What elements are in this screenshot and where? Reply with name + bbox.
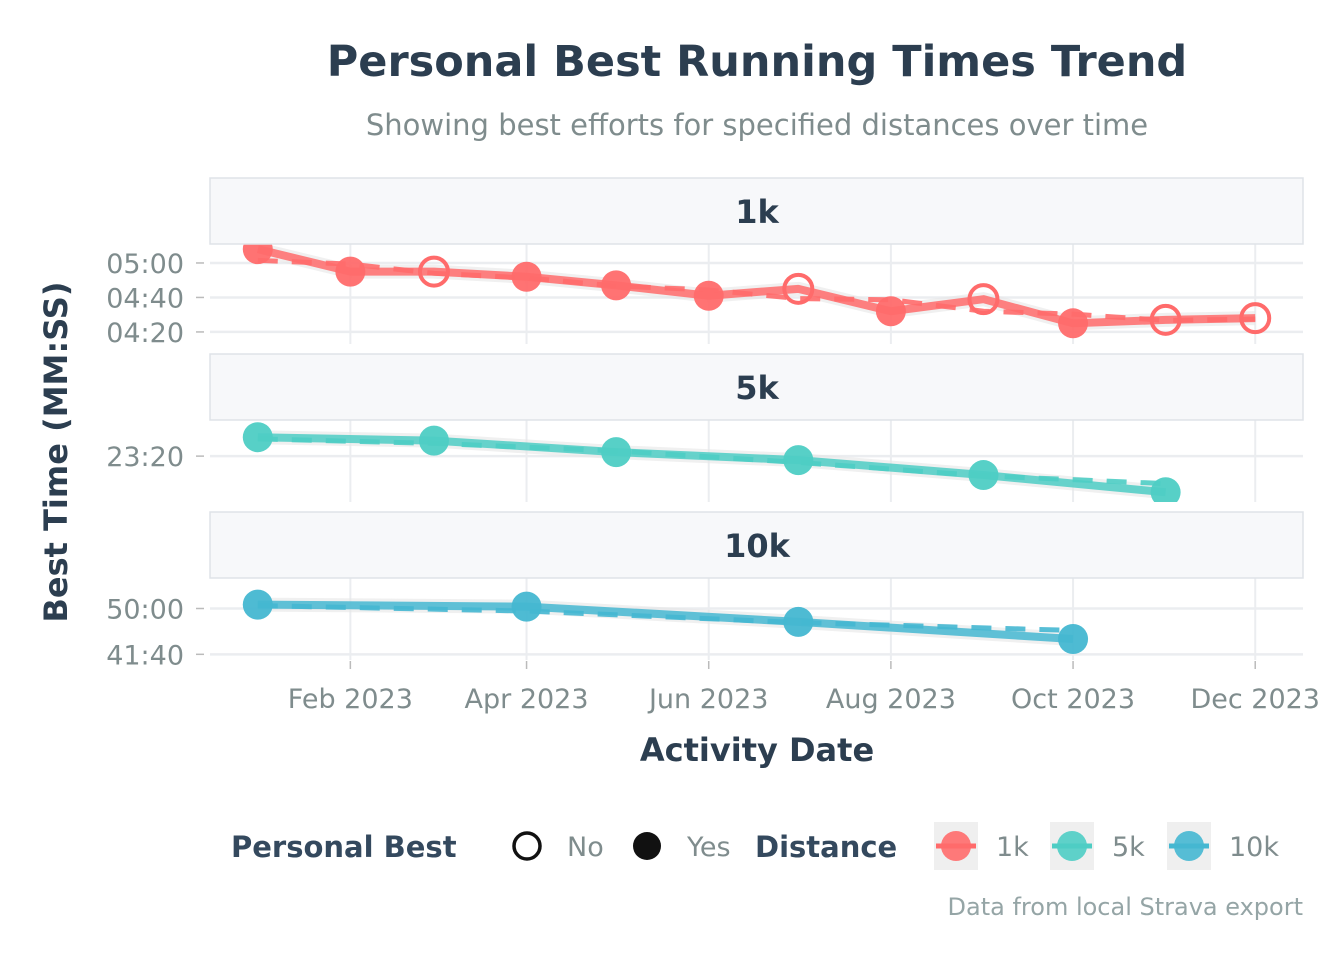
legend-label-distance: 10k — [1229, 832, 1279, 863]
data-point-pb — [242, 244, 273, 265]
data-point-pb — [242, 589, 273, 620]
legend: Personal Best No Yes Distance 1k 5k 10k — [231, 822, 1279, 870]
y-tick-label: 50:00 — [106, 595, 184, 626]
facet-strip-label: 10k — [724, 527, 791, 565]
data-point-pb — [1058, 624, 1089, 655]
data-point-pb — [693, 280, 724, 311]
legend-label-distance: 5k — [1112, 832, 1145, 863]
facet-strip — [209, 511, 1304, 579]
data-point-non-pb — [1149, 303, 1182, 336]
y-tick-label: 04:40 — [106, 283, 184, 314]
data-point-pb — [511, 261, 542, 292]
chart-subtitle: Showing best efforts for specified dista… — [366, 108, 1148, 142]
chart-title: Personal Best Running Times Trend — [327, 37, 1187, 87]
data-point-pb — [335, 256, 366, 287]
x-tick-label: Feb 2023 — [288, 684, 413, 715]
facet-strip — [209, 177, 1304, 245]
panel-data — [242, 589, 1089, 655]
data-point-pb — [601, 437, 632, 468]
legend-label-pb: Yes — [686, 832, 731, 863]
data-point-pb — [1058, 308, 1089, 339]
legend-key-open-circle — [512, 831, 542, 861]
data-point-pb — [242, 422, 273, 453]
y-tick-label: 04:20 — [106, 318, 184, 349]
series-line-10k — [257, 600, 1074, 644]
facet-strip — [209, 353, 1304, 421]
facet-panel-10k: 41:40 50:00 10k — [106, 511, 1304, 671]
data-point-pb — [511, 591, 542, 622]
trend-line-1k — [257, 257, 1256, 323]
trend-line-5k — [257, 436, 1166, 487]
x-axis: Feb 2023 Apr 2023 Jun 2023 Aug 2023 Oct 2023… — [288, 661, 1320, 715]
data-point-non-pb — [417, 255, 450, 288]
y-tick-label: 23:20 — [106, 442, 184, 473]
data-point-pb — [601, 270, 632, 301]
x-tick-label: Aug 2023 — [826, 684, 956, 715]
x-tick-label: Apr 2023 — [465, 684, 589, 715]
x-axis-title: Activity Date — [640, 731, 874, 769]
facet-strip-label: 5k — [735, 369, 779, 407]
legend-title-distance: Distance — [755, 830, 897, 864]
facet-strip-label: 1k — [735, 193, 779, 231]
data-point-non-pb — [782, 272, 815, 305]
facet-panel-5k: 23:20 5k — [106, 353, 1304, 502]
panel-data — [242, 422, 1181, 502]
data-point-pb — [783, 606, 814, 637]
legend-label-pb: No — [567, 832, 604, 863]
x-tick-label: Dec 2023 — [1190, 684, 1320, 715]
y-axis-title: Best Time (MM:SS) — [37, 282, 75, 623]
data-point-non-pb — [1239, 302, 1272, 335]
panel-data — [242, 244, 1272, 339]
y-tick-label: 41:40 — [106, 640, 184, 671]
y-tick-label: 05:00 — [106, 249, 184, 280]
legend-title-personal-best: Personal Best — [231, 830, 457, 864]
legend-key-filled-circle — [633, 832, 661, 860]
confidence-band — [256, 244, 1256, 331]
data-point-pb — [418, 425, 449, 456]
x-tick-label: Jun 2023 — [647, 684, 768, 715]
data-point-pb — [1150, 477, 1181, 502]
data-point-non-pb — [967, 283, 1000, 316]
data-point-pb — [783, 445, 814, 476]
confidence-band — [257, 430, 1167, 500]
x-tick-label: Oct 2023 — [1011, 684, 1135, 715]
data-point-pb — [968, 460, 999, 491]
legend-label-distance: 1k — [996, 832, 1029, 863]
data-point-pb — [875, 296, 906, 327]
caption: Data from local Strava export — [948, 893, 1303, 921]
